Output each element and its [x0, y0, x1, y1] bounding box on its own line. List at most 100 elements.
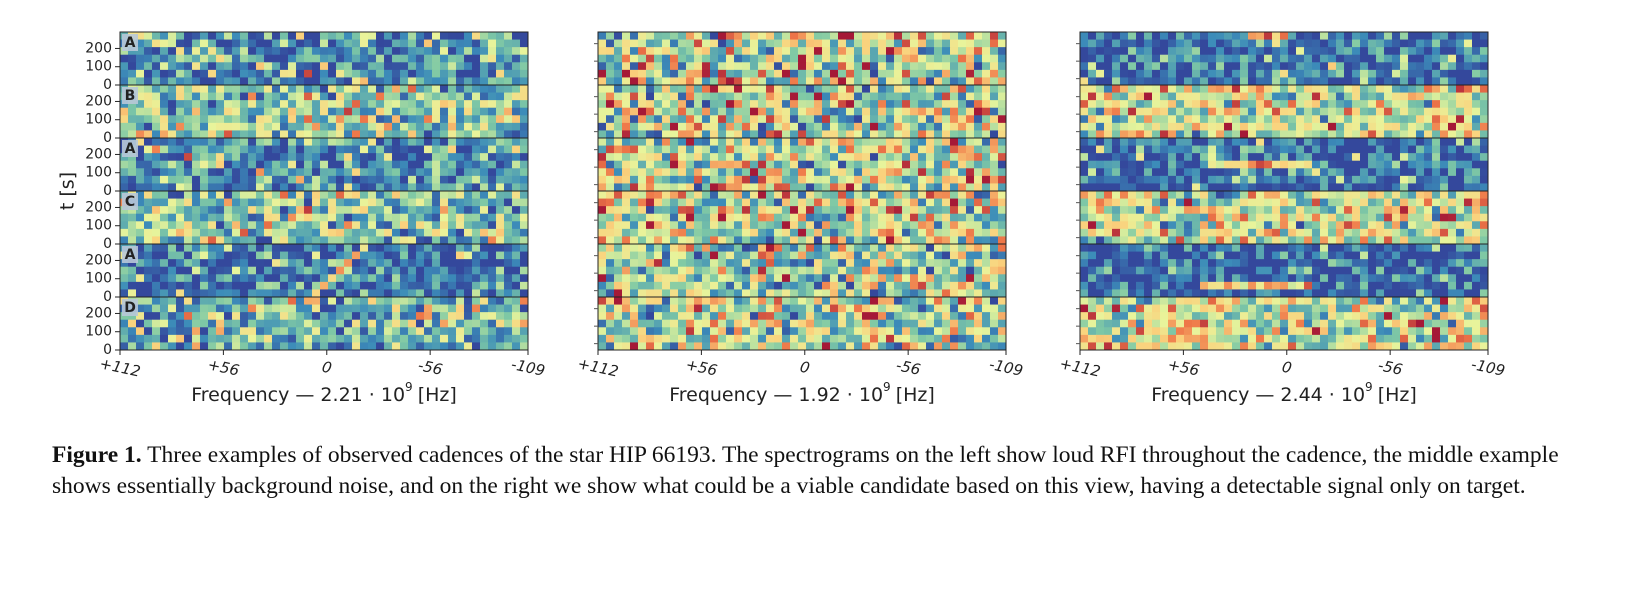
pixel: [520, 153, 529, 162]
pixel: [472, 274, 481, 283]
pixel: [280, 251, 289, 260]
pixel: [686, 54, 695, 63]
pixel: [184, 221, 193, 230]
pixel: [368, 191, 377, 199]
pixel: [926, 175, 935, 184]
pixel: [1296, 47, 1305, 56]
pixel: [958, 183, 967, 192]
pixel: [360, 228, 369, 237]
pixel: [1088, 92, 1097, 101]
pixel: [694, 145, 703, 154]
pixel: [136, 122, 145, 131]
pixel: [384, 77, 393, 86]
pixel: [630, 54, 639, 63]
pixel: [758, 39, 767, 48]
pixel: [1232, 69, 1241, 78]
pixel: [208, 281, 217, 290]
pixel: [958, 62, 967, 71]
pixel: [320, 85, 329, 93]
pixel: [934, 130, 943, 139]
pixel: [336, 122, 345, 131]
pixel: [662, 39, 671, 48]
pixel: [950, 312, 959, 321]
pixel: [670, 100, 679, 109]
pixel: [1176, 54, 1185, 63]
pixel: [488, 236, 497, 245]
pixel: [184, 319, 193, 328]
pixel: [750, 77, 759, 86]
pixel: [670, 115, 679, 124]
pixel: [710, 69, 719, 78]
pixel: [678, 122, 687, 131]
pixel: [822, 62, 831, 71]
pixel: [1144, 92, 1153, 101]
pixel: [352, 221, 361, 230]
pixel: [432, 244, 441, 252]
pixel: [184, 266, 193, 275]
pixel: [766, 85, 775, 93]
pixel: [1176, 69, 1185, 78]
pixel: [822, 213, 831, 222]
pixel: [208, 175, 217, 184]
pixel: [782, 206, 791, 215]
pixel: [934, 289, 943, 298]
pixel: [448, 206, 457, 215]
pixel: [1160, 92, 1169, 101]
pixel: [878, 85, 887, 93]
pixel: [440, 145, 449, 154]
pixel: [854, 175, 863, 184]
pixel: [742, 145, 751, 154]
pixel: [200, 281, 209, 290]
pixel: [926, 145, 935, 154]
pixel: [710, 107, 719, 116]
pixel: [766, 153, 775, 162]
pixel: [806, 130, 815, 139]
pixel: [614, 62, 623, 71]
pixel: [432, 221, 441, 230]
pixel: [982, 251, 991, 260]
pixel: [918, 100, 927, 109]
pixel: [1224, 85, 1233, 93]
pixel: [1344, 100, 1353, 109]
pixel: [336, 62, 345, 71]
y-tick-label: 100: [85, 218, 112, 234]
pixel: [646, 281, 655, 290]
pixel: [1368, 54, 1377, 63]
pixel: [1352, 32, 1361, 40]
pixel: [726, 319, 735, 328]
pixel: [798, 122, 807, 131]
pixel: [894, 85, 903, 93]
pixel: [448, 312, 457, 321]
pixel: [774, 228, 783, 237]
pixel: [304, 312, 313, 321]
row-label: A: [125, 247, 136, 263]
pixel: [782, 32, 791, 40]
pixel: [1160, 32, 1169, 40]
pixel: [192, 107, 201, 116]
pixel: [774, 138, 783, 146]
pixel: [128, 327, 137, 336]
pixel: [846, 69, 855, 78]
pixel: [798, 191, 807, 199]
pixel: [734, 85, 743, 93]
pixel: [208, 289, 217, 298]
pixel: [1192, 100, 1201, 109]
pixel: [870, 319, 879, 328]
pixel: [496, 206, 505, 215]
pixel: [176, 175, 185, 184]
pixel: [504, 62, 513, 71]
pixel: [870, 191, 879, 199]
pixel: [344, 160, 353, 169]
pixel: [136, 319, 145, 328]
pixel: [854, 274, 863, 283]
pixel: [774, 175, 783, 184]
pixel: [622, 274, 631, 283]
pixel: [120, 342, 129, 351]
pixel: [870, 206, 879, 215]
pixel: [488, 47, 497, 56]
pixel: [630, 85, 639, 93]
pixel: [630, 221, 639, 230]
pixel: [336, 107, 345, 116]
pixel: [424, 175, 433, 184]
pixel: [232, 297, 241, 305]
